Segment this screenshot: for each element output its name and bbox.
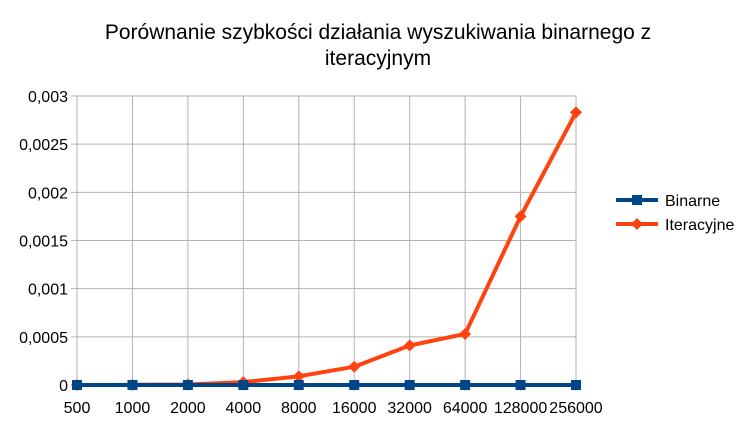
data-point [127, 380, 138, 390]
legend-item-iteracyjne: Iteracyjne [616, 217, 734, 234]
data-point [570, 106, 582, 119]
x-tick-label: 1000 [115, 400, 151, 417]
series-group [71, 106, 582, 391]
x-tick-label: 2000 [170, 400, 206, 417]
chart-title: Porównanie szybkości działania wyszukiwa… [0, 20, 756, 72]
x-tick-label: 16000 [332, 400, 377, 417]
chart-title-line-2: iteracyjnym [324, 47, 432, 70]
legend-marker [631, 218, 643, 230]
data-point [293, 380, 304, 390]
y-tick-label: 0,003 [28, 89, 68, 106]
data-point [182, 380, 193, 390]
data-point [238, 380, 249, 390]
gridlines [71, 95, 577, 391]
legend-item-binarne: Binarne [616, 193, 720, 210]
data-point [459, 327, 472, 340]
y-tick-label: 0,0015 [19, 234, 68, 251]
data-point [349, 380, 360, 390]
y-tick-label: 0,002 [28, 185, 68, 202]
x-tick-label: 128000 [494, 400, 547, 417]
series-line [75, 110, 578, 387]
data-point [72, 380, 82, 390]
y-tick-label: 0,001 [28, 282, 68, 299]
data-point [515, 380, 526, 390]
x-tick-label: 32000 [387, 400, 432, 417]
x-tick-label: 256000 [549, 400, 602, 417]
data-point [514, 210, 527, 223]
legend-label: Binarne [665, 193, 720, 210]
y-tick-label: 0,0005 [19, 330, 68, 347]
x-tick-label: 8000 [281, 400, 317, 417]
series-binarne [72, 380, 581, 390]
y-tick-labels: 0 0,0005 0,001 0,0015 0,002 0,0025 0,003 [19, 89, 68, 395]
data-point [403, 339, 416, 352]
data-point [348, 360, 361, 373]
data-point [404, 380, 415, 390]
x-tick-labels: 500 1000 2000 4000 8000 16000 32000 64000 128000… [64, 400, 603, 417]
legend-label: Iteracyjne [665, 217, 734, 234]
data-point [571, 380, 581, 390]
y-tick-label: 0,0025 [19, 137, 68, 154]
data-point [292, 370, 305, 383]
x-tick-label: 500 [64, 400, 91, 417]
x-tick-label: 4000 [226, 400, 262, 417]
legend-marker [632, 195, 642, 205]
legend: Binarne Iteracyjne [616, 193, 734, 234]
data-point [460, 380, 471, 390]
x-tick-label: 64000 [443, 400, 488, 417]
series-iteracyjne [71, 106, 582, 391]
y-tick-label: 0 [59, 378, 68, 395]
chart-title-line-1: Porównanie szybkości działania wyszukiwa… [104, 21, 652, 44]
